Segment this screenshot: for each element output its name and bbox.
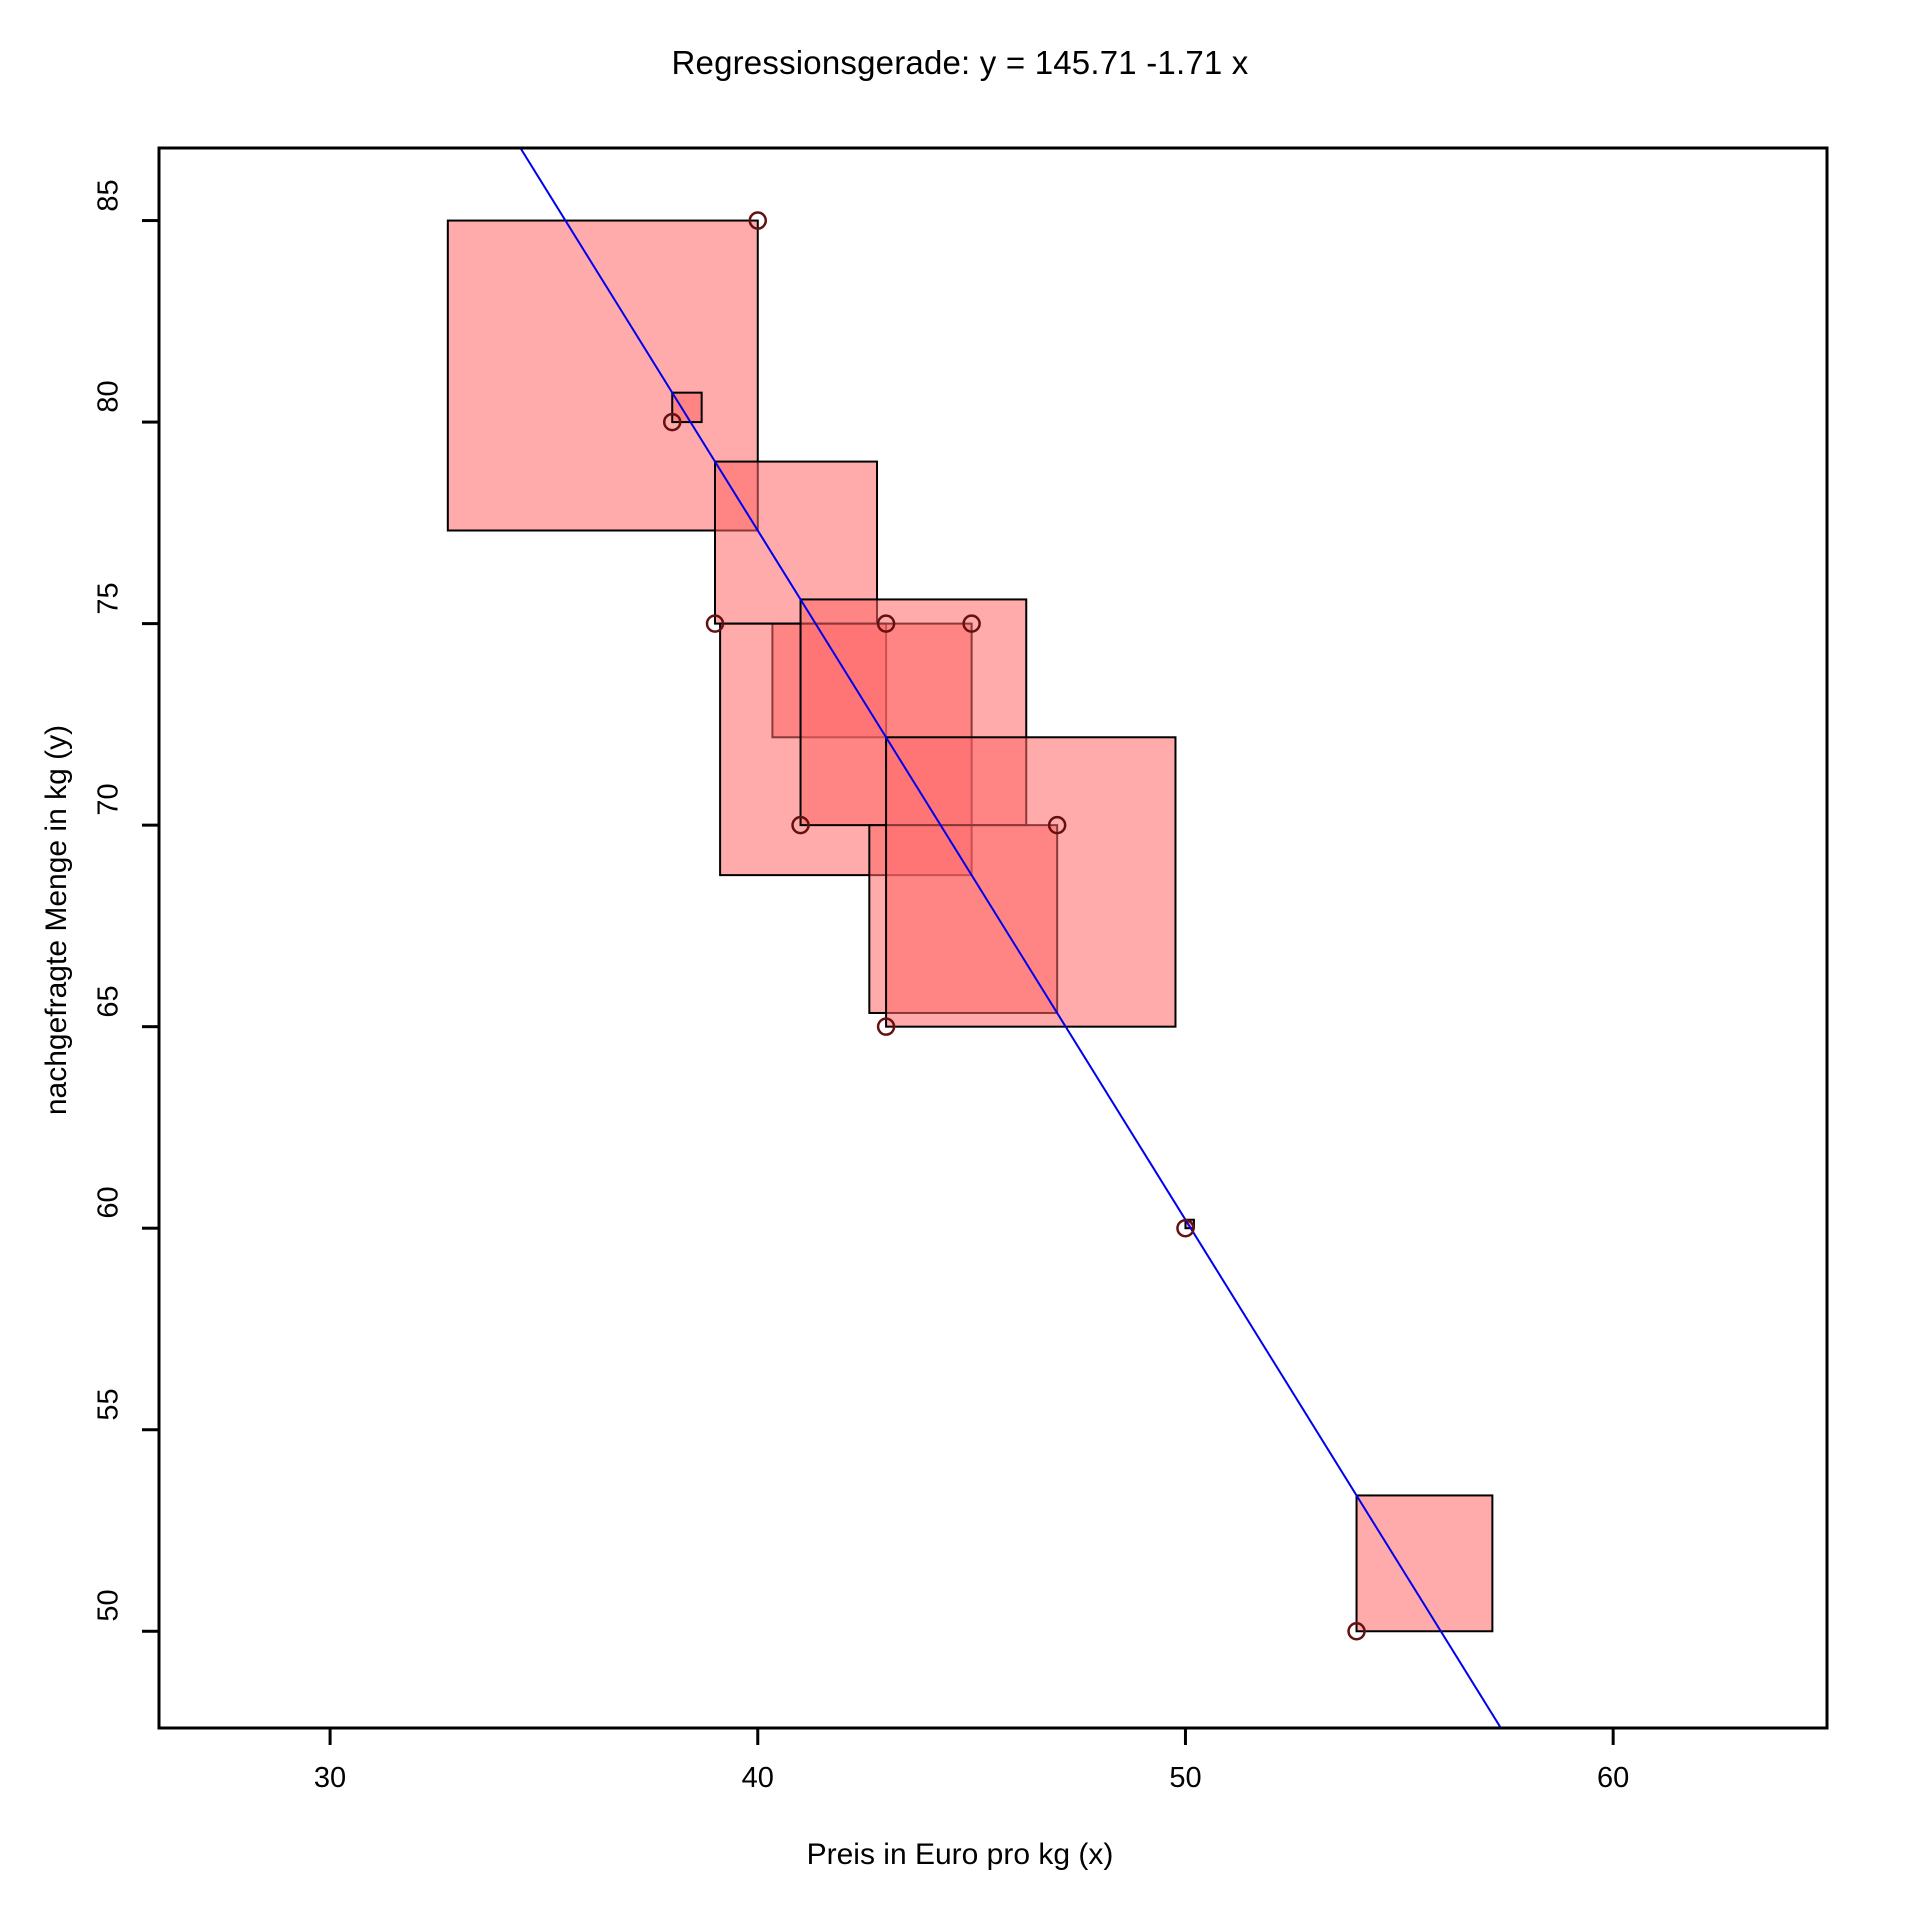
data-point-marker [705,614,725,633]
residual-square [1355,1494,1494,1633]
x-axis-label: Preis in Euro pro kg (x) [806,1838,1114,1871]
data-point-marker [876,614,896,633]
y-tick-label: 75 [92,581,125,615]
residual-square [885,736,1177,1028]
data-point-marker [1347,1622,1366,1641]
page-title: Regressionsgerade: y = 145.71 -1.71 x [671,44,1249,81]
y-tick-label: 55 [92,1388,125,1421]
data-point-marker [791,815,810,835]
x-tick-label: 50 [1169,1762,1202,1794]
data-point-marker [662,412,682,432]
y-tick-label: 80 [92,380,125,413]
y-tick-label: 85 [92,178,125,212]
plot-content [446,148,1503,1728]
x-tick-label: 40 [741,1762,774,1794]
x-tick-label: 60 [1597,1762,1630,1794]
y-tick-label: 70 [92,783,125,816]
plot-box-frame [157,146,1829,1730]
regression-line [519,148,1503,1728]
data-point-marker [1176,1218,1195,1238]
axis-ticks [142,219,1615,1745]
x-tick-label: 30 [313,1762,347,1794]
data-point-marker [962,614,981,633]
data-point-marker [1047,815,1067,835]
y-tick-label: 65 [92,985,125,1018]
y-tick-label: 60 [92,1186,125,1219]
data-point-marker [748,211,768,230]
data-point-marker [876,1017,896,1036]
y-tick-label: 50 [92,1589,125,1622]
residual-square [446,219,759,532]
residual-square [714,460,879,625]
